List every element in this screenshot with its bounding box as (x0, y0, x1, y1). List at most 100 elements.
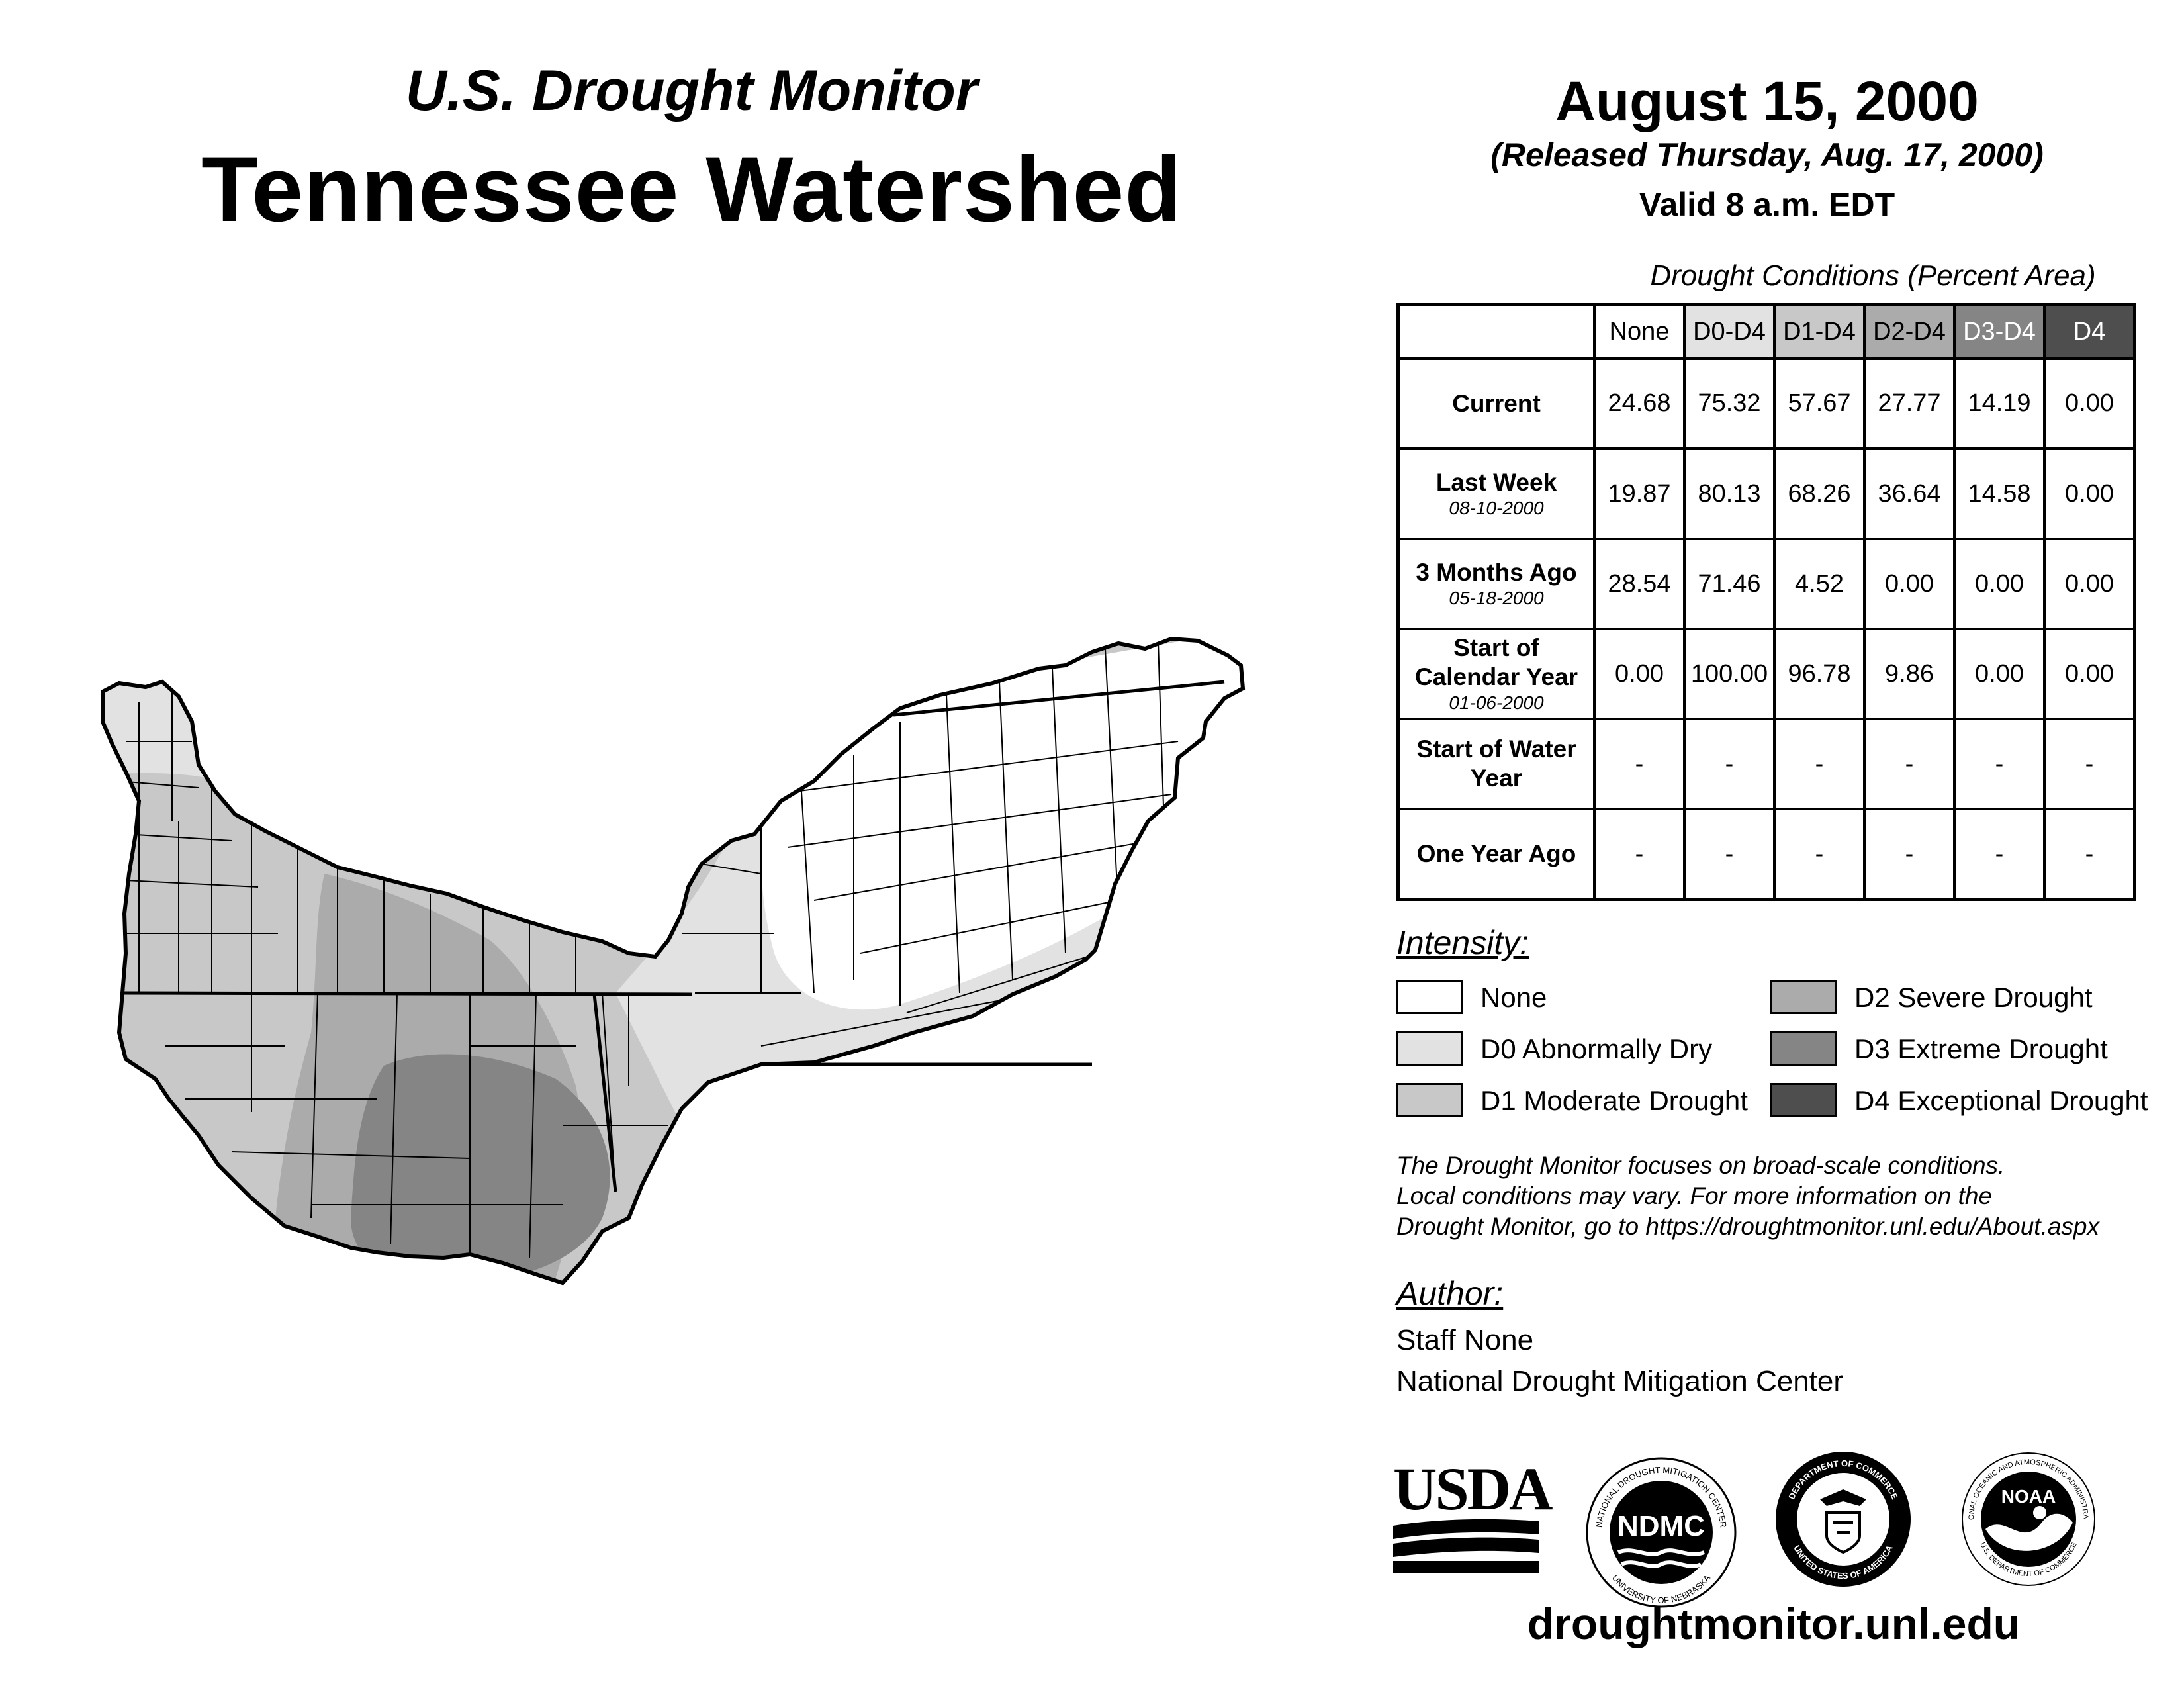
table-row: Current 24.68 75.32 57.67 27.77 14.19 0.00 (1396, 357, 2136, 450)
legend-label: D3 Extreme Drought (1854, 1033, 2108, 1064)
notes-line: Drought Monitor, go to https://droughtmo… (1396, 1213, 2099, 1240)
watershed-map (101, 636, 1246, 1286)
col-header-d3-d4: D3-D4 (1953, 303, 2046, 360)
table-cell: - (1773, 808, 1866, 901)
legend-title: Intensity: (1396, 924, 1529, 961)
notes-line: Local conditions may vary. For more info… (1396, 1182, 1993, 1209)
table-cell: 0.00 (2043, 628, 2136, 720)
table-row: Start of Calendar Year 01-06-2000 0.00 100.… (1396, 628, 2136, 720)
table-cell: 100.00 (1683, 628, 1776, 720)
table-cell: 96.78 (1773, 628, 1866, 720)
table-cell: 0.00 (1593, 628, 1686, 720)
doc-seal-logo: DEPARTMENT OF COMMERCE UNITED STATES OF … (1776, 1452, 1911, 1587)
legend-label: D4 Exceptional Drought (1854, 1085, 2148, 1116)
legend-label: D0 Abnormally Dry (1480, 1033, 1713, 1064)
row-label-text: Current (1452, 390, 1541, 417)
col-header-d4: D4 (2043, 303, 2136, 360)
legend-swatch (1770, 980, 1837, 1014)
row-label-text: One Year Ago (1416, 840, 1576, 867)
row-label: One Year Ago (1396, 808, 1596, 901)
valid-time: Valid 8 a.m. EDT (1639, 186, 1895, 223)
row-label-text: Start of Water Year (1416, 735, 1576, 792)
legend-label: None (1480, 982, 1547, 1013)
table-cell: 9.86 (1863, 628, 1956, 720)
table-cell: 24.68 (1593, 357, 1686, 450)
table-row: One Year Ago - - - - - - (1396, 808, 2136, 901)
legend-label: D2 Severe Drought (1854, 982, 2093, 1013)
table-cell: 4.52 (1773, 538, 1866, 630)
table-cell: 0.00 (1953, 538, 2046, 630)
table-cell: - (1953, 808, 2046, 901)
author-title: Author: (1396, 1275, 1504, 1312)
release-date: (Released Thursday, Aug. 17, 2000) (1490, 136, 2044, 173)
table-cell: - (1863, 808, 1956, 901)
table-row: 3 Months Ago 05-18-2000 28.54 71.46 4.52 0.00… (1396, 538, 2136, 630)
table-cell: - (1593, 808, 1686, 901)
ndmc-logo: NATIONAL DROUGHT MITIGATION CENTER UNIVE… (1586, 1457, 1737, 1608)
table-cell: - (1683, 718, 1776, 810)
legend-swatch (1396, 1083, 1463, 1117)
table-cell: 14.19 (1953, 357, 2046, 450)
table-cell: - (1953, 718, 2046, 810)
author-name: Staff None (1396, 1324, 1534, 1356)
notes: The Drought Monitor focuses on broad-sca… (1396, 1150, 2184, 1242)
col-header-d1-d4: D1-D4 (1773, 303, 1866, 360)
row-date: 08-10-2000 (1449, 498, 1544, 518)
map-title: Tennessee Watershed (201, 137, 1182, 241)
table-cell: 75.32 (1683, 357, 1776, 450)
table-cell: 68.26 (1773, 447, 1866, 540)
legend-swatch (1770, 1031, 1837, 1066)
table-cell: 71.46 (1683, 538, 1776, 630)
row-date: 01-06-2000 (1449, 692, 1544, 713)
row-label: Last Week 08-10-2000 (1396, 447, 1596, 540)
legend-swatch (1770, 1083, 1837, 1117)
table-cell: 80.13 (1683, 447, 1776, 540)
table-cell: 19.87 (1593, 447, 1686, 540)
map-subtitle: U.S. Drought Monitor (405, 59, 978, 122)
table-cell: - (2043, 718, 2136, 810)
table-cell: - (2043, 808, 2136, 901)
legend-swatch (1396, 1031, 1463, 1066)
table-cell: - (1593, 718, 1686, 810)
row-label: Start of Water Year (1396, 718, 1596, 810)
row-label-text: 3 Months Ago (1416, 559, 1577, 586)
drought-conditions-table: None D0-D4 D1-D4 D2-D4 D3-D4 D4 Current 2… (1396, 303, 2136, 901)
table-cell: 0.00 (2043, 447, 2136, 540)
row-label-text: Start of Calendar Year (1414, 634, 1578, 690)
table-cell: - (1683, 808, 1776, 901)
table-cell: 28.54 (1593, 538, 1686, 630)
usda-logo-text: USDA (1393, 1456, 1553, 1523)
table-header-row: None D0-D4 D1-D4 D2-D4 D3-D4 D4 (1398, 303, 2136, 360)
table-cell: 27.77 (1863, 357, 1956, 450)
table-cell: 14.58 (1953, 447, 2046, 540)
map-date: August 15, 2000 (1555, 70, 1979, 132)
table-cell: 0.00 (2043, 538, 2136, 630)
row-label: Current (1396, 357, 1596, 450)
usda-logo: USDA (1393, 1456, 1555, 1573)
table-cell: 0.00 (1863, 538, 1956, 630)
table-row: Last Week 08-10-2000 19.87 80.13 68.26 36.64 1… (1396, 447, 2136, 540)
ndmc-logo-text: NDMC (1617, 1510, 1705, 1542)
row-label: Start of Calendar Year 01-06-2000 (1396, 628, 1596, 720)
legend-label: D1 Moderate Drought (1480, 1085, 1748, 1116)
author-org: National Drought Mitigation Center (1396, 1365, 1844, 1397)
table-cell: 0.00 (2043, 357, 2136, 450)
noaa-logo: NATIONAL OCEANIC AND ATMOSPHERIC ADMINIS… (1959, 1450, 2095, 1586)
table-cell: - (1863, 718, 1956, 810)
noaa-logo-text: NOAA (2001, 1486, 2056, 1507)
table-cell: 0.00 (1953, 628, 2046, 720)
row-date: 05-18-2000 (1449, 588, 1544, 608)
row-label: 3 Months Ago 05-18-2000 (1396, 538, 1596, 630)
table-cell: 36.64 (1863, 447, 1956, 540)
table-row: Start of Water Year - - - - - - (1396, 718, 2136, 810)
footer-url[interactable]: droughtmonitor.unl.edu (1527, 1599, 2021, 1648)
col-header-d2-d4: D2-D4 (1863, 303, 1956, 360)
table-cell: - (1773, 718, 1866, 810)
col-header-d0-d4: D0-D4 (1683, 303, 1776, 360)
table-corner (1398, 305, 1594, 360)
notes-line: The Drought Monitor focuses on broad-sca… (1396, 1152, 2005, 1179)
legend-swatch (1396, 980, 1463, 1014)
row-label-text: Last Week (1435, 469, 1557, 496)
table-caption: Drought Conditions (Percent Area) (1650, 259, 2096, 292)
col-header-none: None (1593, 303, 1686, 360)
